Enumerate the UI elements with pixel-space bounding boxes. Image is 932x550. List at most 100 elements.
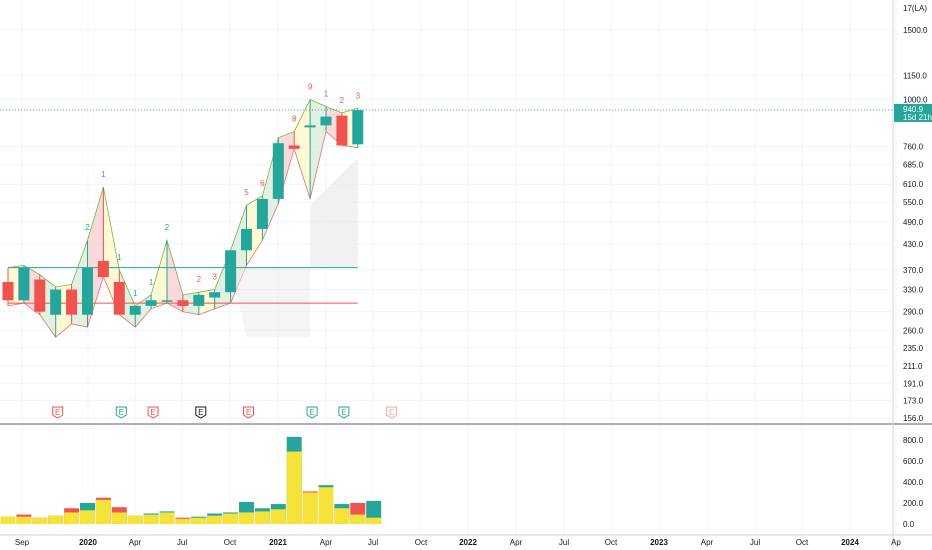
price-tick-13: 235.0: [903, 344, 924, 353]
candle-body-19[interactable]: [304, 125, 316, 128]
candle-body-13[interactable]: [209, 292, 221, 298]
volume-tick-3: 200.0: [903, 499, 924, 508]
earnings-marker-0[interactable]: E: [52, 406, 64, 419]
price-tick-14: 211.0: [903, 362, 923, 371]
candle-body-18[interactable]: [288, 145, 300, 149]
candle-body-17[interactable]: [272, 143, 284, 199]
pivot-number-2: 1: [117, 253, 122, 262]
earnings-marker-5[interactable]: E: [306, 406, 318, 419]
volume-axis[interactable]: 800.0 600.0 400.0 200.0 0.0: [903, 436, 924, 529]
time-tick-18: Ap: [891, 538, 901, 547]
candle-body-22[interactable]: [352, 110, 364, 145]
pivot-number-14: 3: [356, 91, 361, 100]
candle-body-21[interactable]: [336, 115, 348, 146]
candle-body-0[interactable]: [2, 281, 14, 301]
time-tick-4: Oct: [224, 538, 237, 547]
time-tick-3: Jul: [177, 538, 187, 547]
earnings-badge-label: E: [309, 408, 314, 417]
time-tick-7: Jul: [368, 538, 378, 547]
price-tick-6: 550.0: [903, 198, 924, 207]
volume-bar-highlight-6: [95, 499, 111, 524]
price-axis[interactable]: 17(LA) 1500.0 1150.0 1000.0 760.0 685.0 610.0 5…: [903, 4, 928, 423]
cloud-segment-9: [151, 240, 167, 309]
earnings-marker-4[interactable]: E: [243, 406, 254, 419]
earnings-badge-label: E: [198, 408, 203, 417]
price-tick-17: 156.0: [903, 414, 924, 423]
earnings-badge-label: E: [55, 408, 60, 417]
price-tick-1: 1150.0: [903, 72, 927, 81]
pivot-number-8: 5: [244, 188, 249, 197]
price-tick-0: 1500.0: [903, 26, 928, 35]
pivot-number-0: 2: [85, 223, 90, 232]
volume-bar-highlight-9: [143, 514, 159, 524]
earnings-badge-label: E: [389, 408, 394, 417]
price-tick-5: 610.0: [903, 180, 924, 189]
candle-body-3[interactable]: [50, 289, 62, 315]
candle-body-2[interactable]: [34, 279, 46, 312]
earnings-badge-shape: [195, 406, 207, 419]
earnings-marker-6[interactable]: E: [338, 406, 350, 419]
earnings-marker-7[interactable]: E: [386, 406, 398, 419]
earnings-badge-label: E: [150, 408, 155, 417]
volume-bar-highlight-3: [48, 515, 64, 524]
time-tick-16: Oct: [796, 538, 809, 547]
volume-bar-highlight-13: [207, 515, 223, 524]
volume-bar-highlight-14: [223, 513, 239, 524]
price-tick-9: 370.0: [903, 266, 924, 275]
pivot-numbers: 2 1 1 1 1 2 2 3 5 6 8 9 1 2 3: [85, 83, 360, 298]
time-axis[interactable]: Sep 2020 Apr Jul Oct 2021 Apr Jul Oct 2022 Apr Jul O…: [15, 538, 902, 547]
candle-body-4[interactable]: [66, 289, 78, 315]
pivot-number-7: 3: [212, 273, 217, 282]
price-tick-15: 191.0: [903, 379, 924, 388]
volume-bar-highlight-17: [270, 509, 286, 524]
candle-body-15[interactable]: [241, 228, 252, 251]
time-tick-11: Jul: [559, 538, 569, 547]
volume-bar-highlight-22: [350, 514, 366, 524]
time-tick-9: 2022: [459, 538, 477, 547]
last-price-box: [894, 103, 932, 122]
candle-body-11[interactable]: [177, 300, 189, 306]
volume-bar-highlight-4: [64, 512, 80, 524]
candle-body-10[interactable]: [161, 300, 173, 302]
volume-bar-highlight-12: [191, 517, 207, 524]
earnings-badge-label: E: [119, 408, 124, 417]
candle-body-9[interactable]: [145, 300, 157, 306]
candle-body-5[interactable]: [82, 267, 93, 315]
volume-bar-highlight-10: [159, 512, 175, 524]
time-tick-14: Apr: [701, 538, 714, 547]
candle-body-1[interactable]: [18, 267, 30, 301]
volume-bar-highlight-2: [32, 517, 48, 524]
earnings-badge-shape: [52, 406, 64, 419]
price-tick-7: 490.0: [903, 218, 924, 227]
candle-body-6[interactable]: [97, 260, 109, 278]
earnings-marker-3[interactable]: E: [195, 406, 207, 419]
time-tick-12: Oct: [605, 538, 618, 547]
last-price-countdown: 15d 21h: [903, 113, 932, 122]
candle-body-16[interactable]: [256, 198, 268, 229]
volume-bar-highlight-21: [334, 508, 350, 524]
candle-body-8[interactable]: [129, 305, 141, 315]
price-tick-16: 173.0: [903, 396, 924, 405]
candle-body-14[interactable]: [225, 250, 237, 293]
price-tick-10: 330.0: [903, 286, 924, 295]
volume-bar-highlight-23: [366, 517, 382, 524]
volume-tick-4: 0.0: [903, 520, 915, 529]
last-price-value: 940.9: [903, 105, 924, 114]
earnings-badge-shape: [115, 406, 127, 419]
earnings-badge-shape: [243, 406, 254, 419]
price-axis-top-label: 17(LA): [903, 4, 927, 13]
volume-bar-highlight-18: [286, 451, 302, 524]
earnings-marker-2[interactable]: E: [147, 406, 159, 419]
price-tick-12: 260.0: [903, 326, 924, 335]
candle-body-12[interactable]: [193, 294, 205, 306]
pivot-number-12: 1: [324, 90, 329, 99]
earnings-marker-1[interactable]: E: [115, 406, 127, 419]
candle-body-7[interactable]: [113, 281, 125, 315]
volume-bar-highlight-0: [0, 516, 16, 524]
candlestick-series[interactable]: [2, 99, 364, 338]
price-tick-11: 290.0: [903, 308, 924, 317]
price-tick-4: 685.0: [903, 160, 924, 169]
candle-body-20[interactable]: [320, 116, 332, 126]
